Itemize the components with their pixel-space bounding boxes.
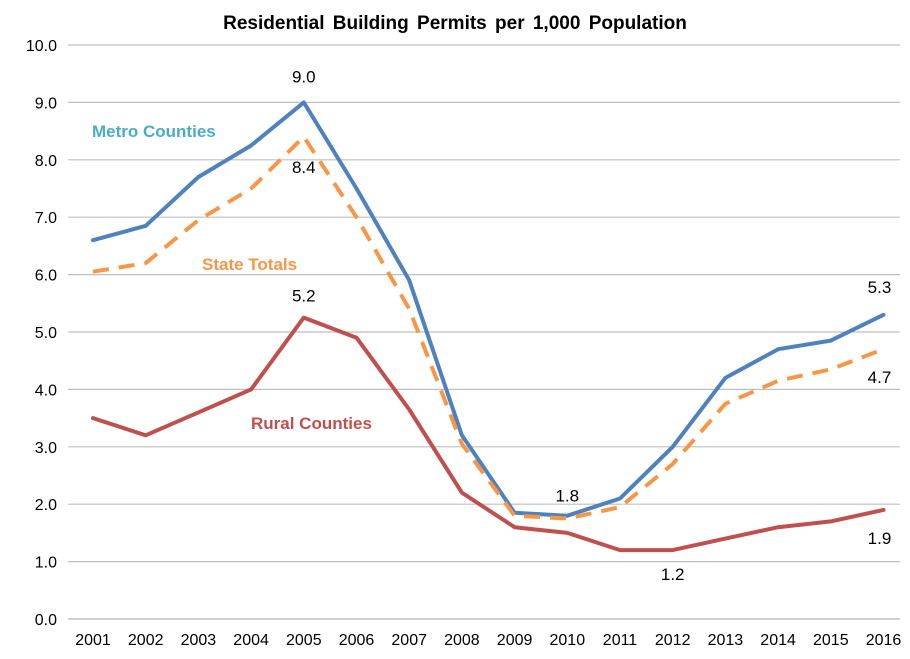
series-label: Rural Counties bbox=[251, 414, 372, 433]
y-tick-label: 10.0 bbox=[26, 38, 57, 55]
x-tick-label: 2001 bbox=[75, 632, 111, 649]
data-label: 5.2 bbox=[292, 287, 316, 306]
x-tick-label: 2006 bbox=[339, 632, 375, 649]
x-tick-label: 2004 bbox=[233, 632, 269, 649]
x-tick-label: 2002 bbox=[128, 632, 164, 649]
x-tick-label: 2008 bbox=[444, 632, 480, 649]
data-labels: 9.0 8.4 5.2 1.8 1.2 5.3 4.7 1.9 bbox=[292, 67, 891, 584]
series-labels: Metro Counties State Totals Rural Counties bbox=[92, 122, 372, 433]
series-lines bbox=[91, 100, 886, 553]
x-tick-label: 2010 bbox=[550, 632, 586, 649]
y-tick-label: 8.0 bbox=[35, 153, 57, 170]
x-tick-label: 2016 bbox=[866, 632, 902, 649]
y-tick-label: 1.0 bbox=[35, 555, 57, 572]
chart-title: Residential Building Permits per 1,000 P… bbox=[223, 13, 687, 34]
y-tick-label: 4.0 bbox=[35, 382, 57, 399]
y-tick-label: 3.0 bbox=[35, 440, 57, 457]
gridlines bbox=[68, 44, 900, 620]
series-line-state-totals bbox=[92, 134, 885, 521]
data-label: 8.4 bbox=[292, 158, 316, 177]
data-label: 9.0 bbox=[292, 67, 316, 86]
x-tick-label: 2011 bbox=[603, 632, 638, 649]
series-line-metro-counties bbox=[91, 100, 886, 518]
x-tick-label: 2007 bbox=[391, 632, 427, 649]
series-label: State Totals bbox=[202, 255, 297, 274]
data-label: 5.3 bbox=[868, 278, 892, 297]
data-label: 4.7 bbox=[868, 368, 892, 387]
y-tick-label: 5.0 bbox=[35, 325, 57, 342]
data-label: 1.8 bbox=[555, 487, 579, 506]
series-line-rural-counties bbox=[91, 315, 886, 553]
series-label: Metro Counties bbox=[92, 122, 216, 141]
y-axis-tick-labels: 0.0 1.0 2.0 3.0 4.0 5.0 6.0 7.0 8.0 9.0 10.0 bbox=[26, 38, 57, 629]
x-tick-label: 2013 bbox=[708, 632, 744, 649]
x-tick-label: 2009 bbox=[497, 632, 533, 649]
x-tick-label: 2014 bbox=[760, 632, 796, 649]
data-label: 1.2 bbox=[661, 565, 685, 584]
y-tick-label: 2.0 bbox=[35, 497, 57, 514]
x-tick-label: 2003 bbox=[181, 632, 217, 649]
data-label: 1.9 bbox=[868, 529, 892, 548]
y-tick-label: 9.0 bbox=[35, 95, 57, 112]
x-tick-label: 2005 bbox=[286, 632, 322, 649]
y-tick-label: 0.0 bbox=[35, 612, 57, 629]
x-axis-tick-labels: 2001 2002 2003 2004 2005 2006 2007 2008 2009 2010… bbox=[75, 632, 901, 649]
x-tick-label: 2015 bbox=[813, 632, 849, 649]
x-tick-label: 2012 bbox=[655, 632, 691, 649]
y-tick-label: 7.0 bbox=[35, 210, 57, 227]
y-tick-label: 6.0 bbox=[35, 268, 57, 285]
